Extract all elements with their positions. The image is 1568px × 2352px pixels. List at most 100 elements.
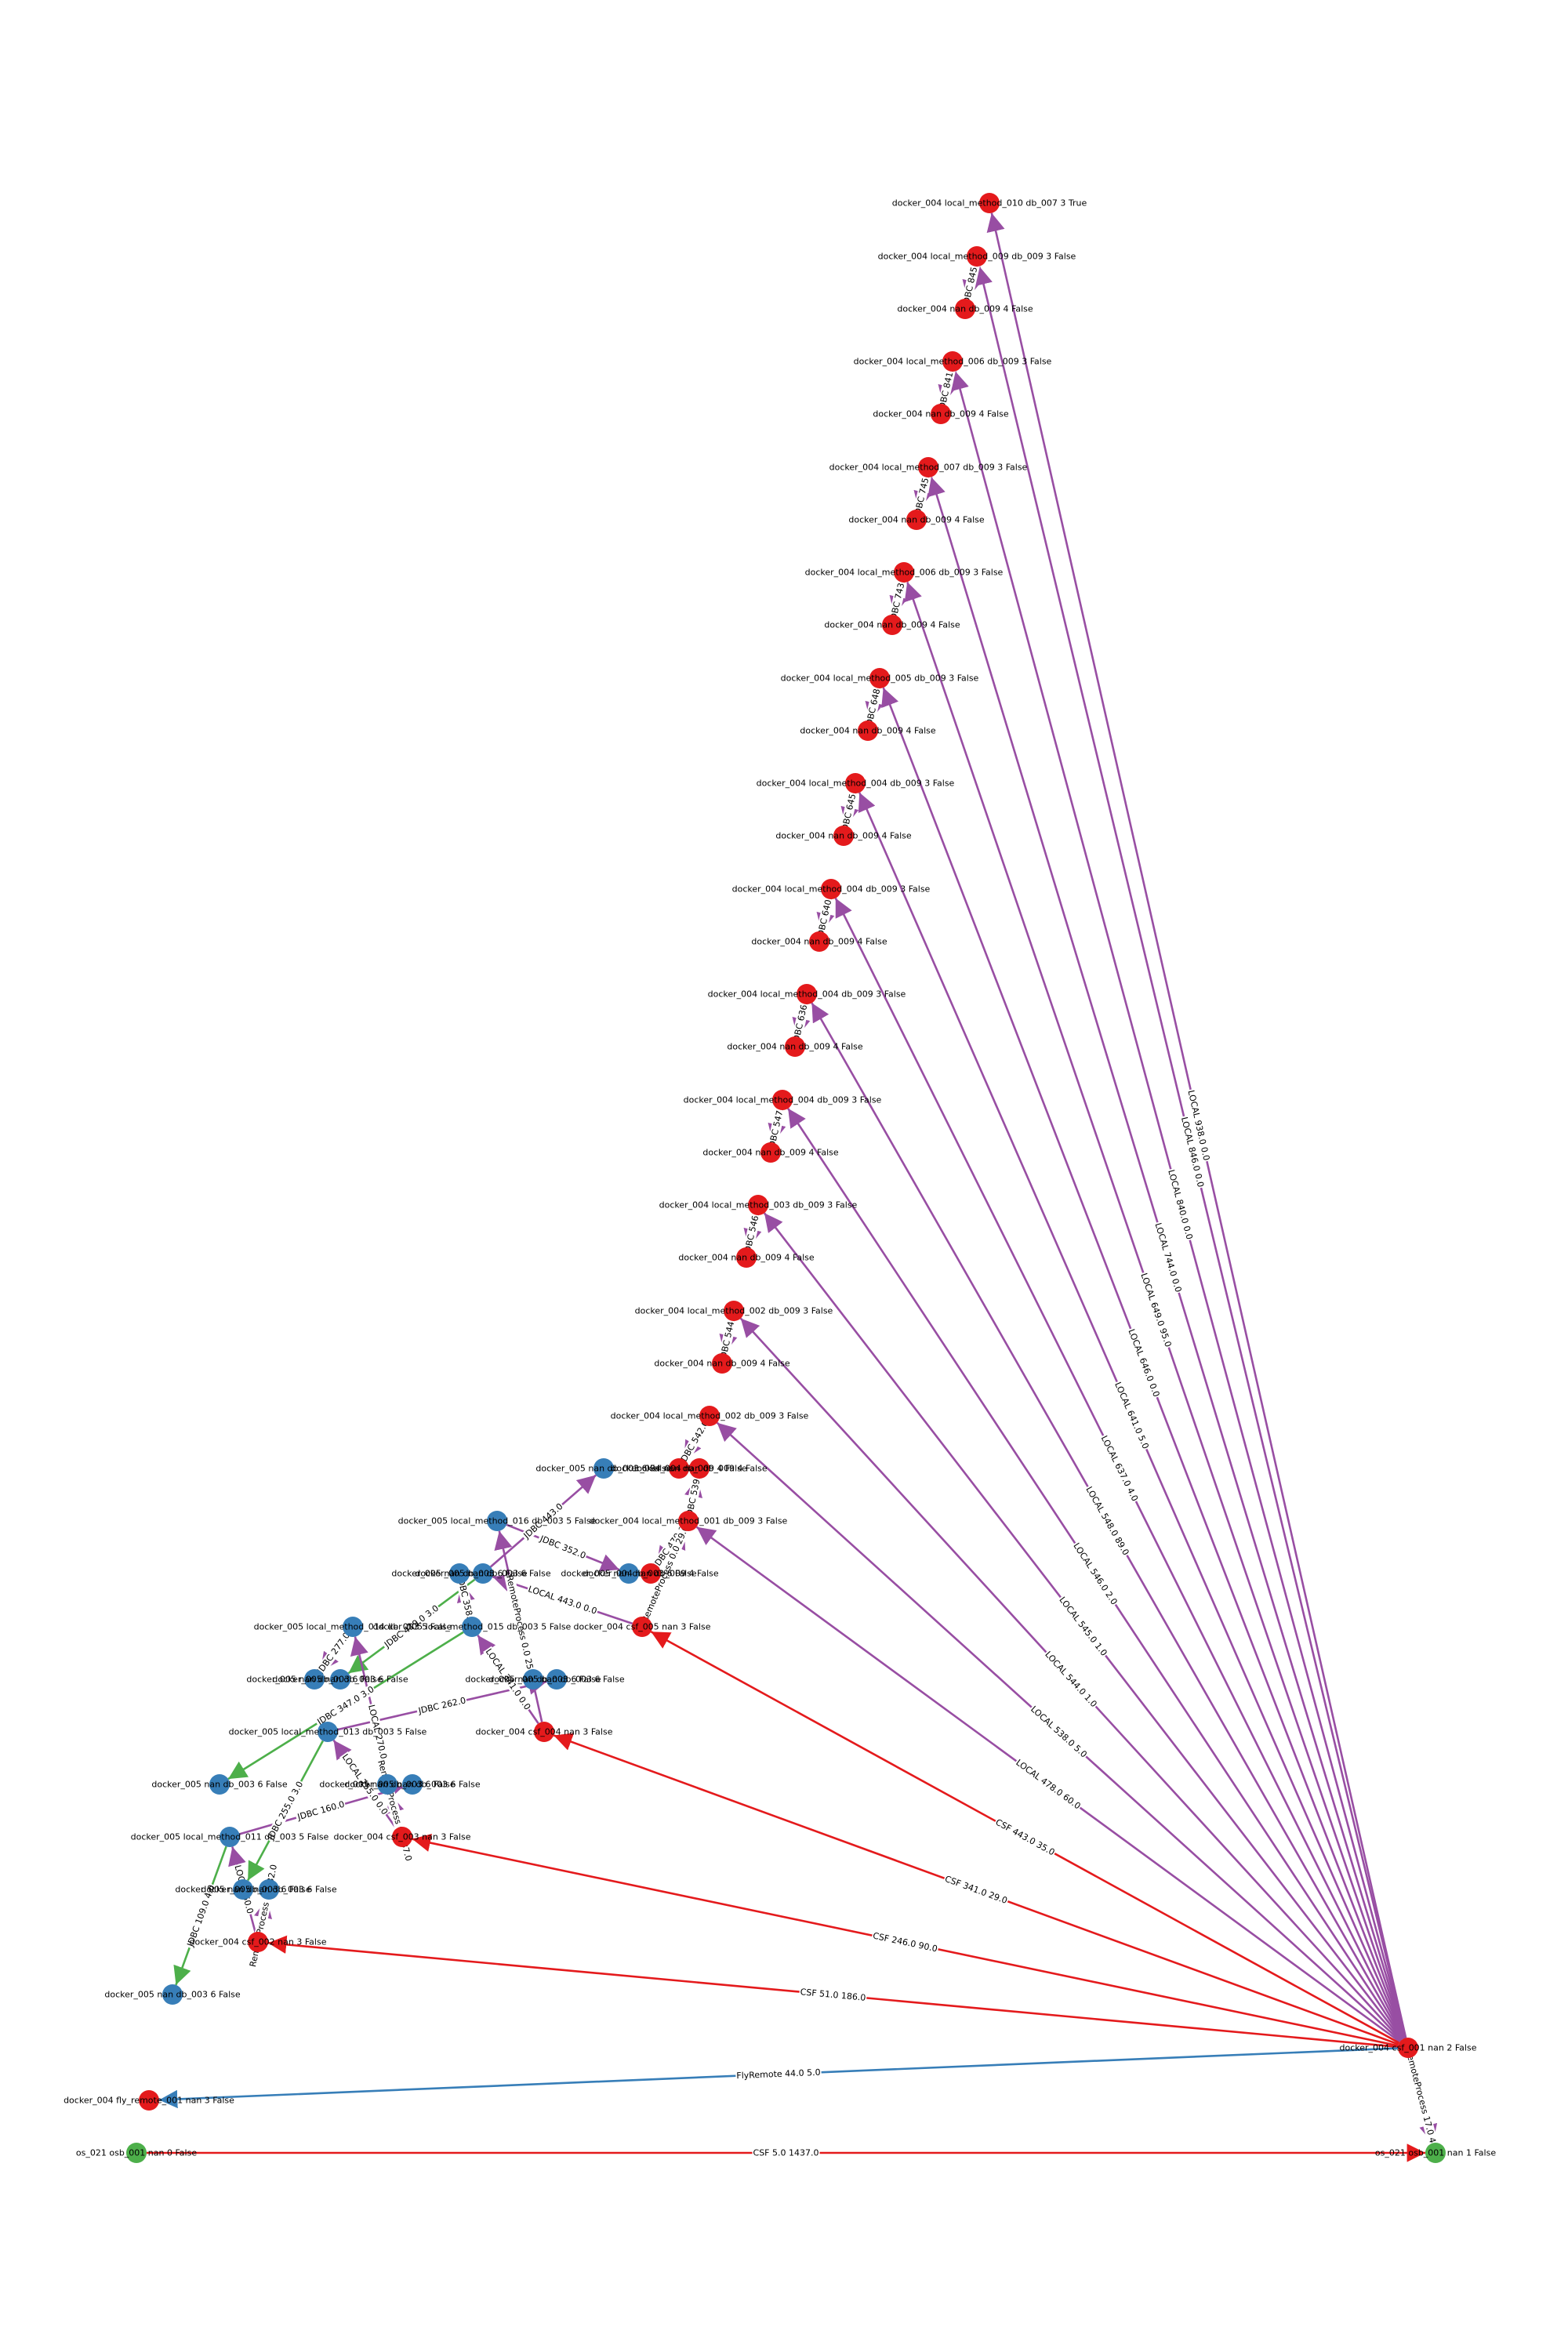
edge-label: LOCAL 545.0 1.0 [1057,1595,1109,1658]
node-label: docker_005 nan db_003 6 False [488,1675,624,1685]
graph-node[interactable] [942,351,963,372]
edge-label-background [789,994,811,1047]
graph-node[interactable] [669,1458,689,1479]
graph-node[interactable] [209,1774,230,1795]
graph-node[interactable] [487,1511,507,1531]
node-label: docker_005 local_method_013 db_003 5 Fal… [229,1727,427,1737]
graph-node[interactable] [304,1669,325,1690]
node-label: docker_004 nan db_009 4 False [848,515,984,525]
graph-node[interactable] [162,1984,183,2005]
graph-node[interactable] [821,879,841,899]
graph-node[interactable] [449,1563,470,1584]
node-layer [126,193,1446,2163]
graph-node[interactable] [139,2090,159,2111]
edge-label: LOCAL 538.0 5.0 [1029,1704,1089,1759]
edge-label: CSF 443.0 35.0 [994,1817,1057,1858]
edge-label: CSF 341.0 29.0 [943,1874,1008,1906]
edge-label-background [683,1468,704,1522]
graph-node[interactable] [678,1511,699,1531]
graph-node[interactable] [833,826,854,846]
graph-node[interactable] [402,1774,423,1795]
graph-node[interactable] [869,668,890,688]
edge-label: LOCAL 646.0 0.0 [1126,1327,1161,1398]
graph-node[interactable] [593,1458,614,1479]
graph-node[interactable] [126,2143,147,2163]
graph-node[interactable] [534,1722,554,1742]
graph-node[interactable] [632,1617,652,1637]
graph-node[interactable] [894,562,914,583]
graph-node[interactable] [1425,2143,1446,2163]
edge-label-background [1098,1433,1141,1504]
node-label: docker_004 nan db_009 4 False [751,937,887,947]
edge-label-background [416,1695,468,1717]
edge-label-background [871,1930,939,1955]
edge-label: LOCAL 478.0 60.0 [1014,1758,1082,1812]
graph-node[interactable] [736,1247,757,1268]
node-label: docker_004 csf_001 nan 2 False [1340,2043,1477,2053]
graph-node[interactable] [248,1932,268,1952]
graph-node[interactable] [462,1617,482,1637]
edge-label: LOCAL 544.0 1.0 [1043,1650,1099,1709]
edge-label-background [365,1703,390,1761]
graph-node[interactable] [641,1563,661,1584]
node-label: docker_004 local_method_004 db_009 3 Fal… [732,884,931,895]
graph-node[interactable] [772,1090,793,1110]
edge-label-background [735,2067,822,2082]
edge-label-background [1178,1115,1207,1189]
graph-node[interactable] [473,1563,493,1584]
edge-label-background [1042,1649,1100,1710]
graph-node[interactable] [377,1774,397,1795]
node-label: docker_004 nan db_009 4 False [897,304,1033,314]
edge-label-background [960,256,982,310]
edge-label-background [717,1311,739,1364]
graph-node[interactable] [906,510,927,530]
edge-label-background [1403,2047,1440,2154]
edge-label: LOCAL 443.0 0.0 [527,1584,598,1616]
edge-label-background [677,1417,712,1468]
graph-node[interactable] [523,1669,543,1690]
edge-label-background [765,1100,787,1153]
edge-label: LOCAL 744.0 0.0 [1152,1221,1183,1294]
node-label-layer: docker_004 local_method_010 db_007 3 Tru… [64,198,1496,2158]
node-label: docker_005 nan db_003 6 False [104,1990,240,2000]
node-label: docker_004 local_method_003 db_009 3 Fal… [659,1200,858,1210]
edge-label-background [887,572,909,626]
graph-node[interactable] [845,773,866,793]
edge-label-background [1126,1327,1162,1399]
graph-node[interactable] [233,1879,253,1900]
graph-node[interactable] [712,1353,732,1374]
edge-label-background [295,1798,347,1823]
graph-node[interactable] [220,1827,240,1847]
node-label: docker_004 nan db_009 4 False [873,409,1008,419]
graph-node[interactable] [318,1722,338,1742]
graph-node[interactable] [392,1827,412,1847]
graph-node[interactable] [797,984,817,1004]
graph-node[interactable] [546,1669,567,1690]
node-label: docker_004 local_method_004 db_009 3 Fal… [708,989,906,1000]
graph-node[interactable] [967,246,987,267]
graph-node[interactable] [724,1301,744,1321]
graph-node[interactable] [858,720,878,741]
edge-label-background [1166,1167,1195,1242]
graph-node[interactable] [809,931,829,952]
graph-node[interactable] [979,193,1000,213]
edge-label-background [741,1205,763,1258]
graph-node[interactable] [918,457,938,477]
graph-node[interactable] [882,615,902,635]
graph-node[interactable] [760,1142,781,1163]
graph-node[interactable] [1398,2038,1418,2058]
graph-node[interactable] [259,1879,279,1900]
graph-node[interactable] [330,1669,350,1690]
node-label: docker_004 local_method_002 db_009 3 Fal… [611,1411,809,1421]
graph-node[interactable] [619,1563,639,1584]
graph-node[interactable] [931,404,951,424]
edge-label-background [314,1629,353,1677]
edge-label-background [1138,1271,1174,1349]
graph-node[interactable] [785,1036,805,1057]
edge-label-background [1152,1221,1184,1294]
graph-node[interactable] [748,1195,768,1215]
graph-node[interactable] [343,1617,363,1637]
graph-node[interactable] [689,1458,710,1479]
graph-node[interactable] [955,299,975,319]
graph-node[interactable] [699,1406,720,1426]
